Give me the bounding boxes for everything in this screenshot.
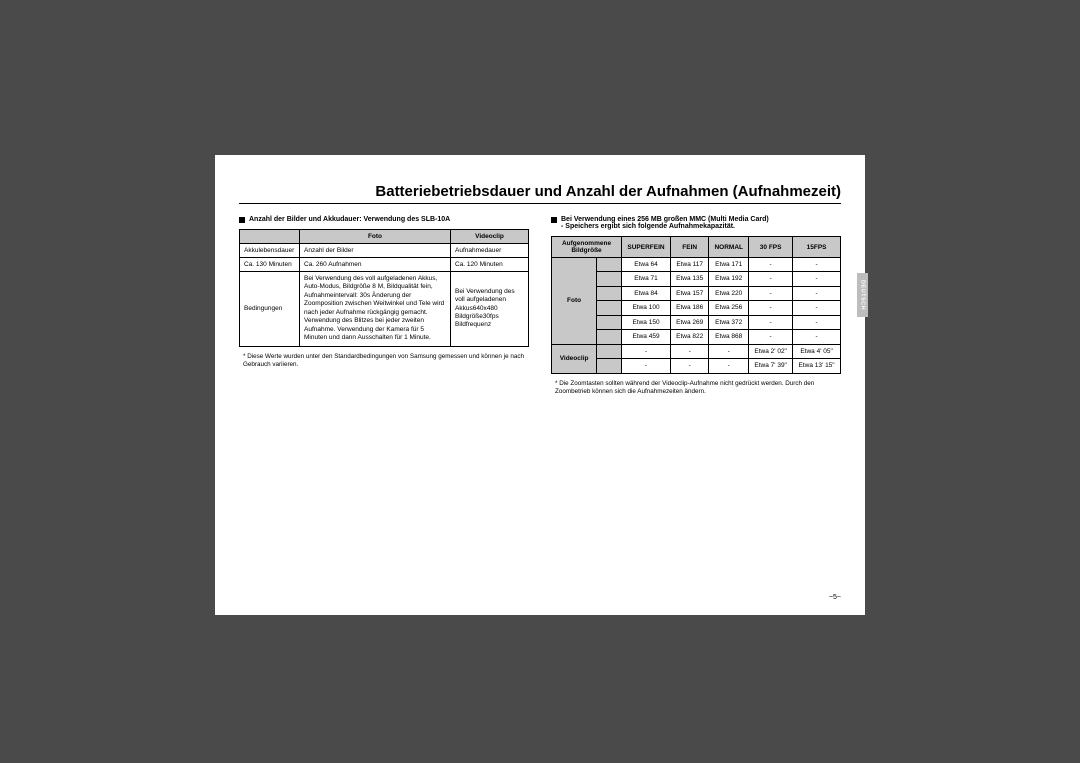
cell: - xyxy=(749,301,793,315)
cell: Ca. 260 Aufnahmen xyxy=(300,258,451,272)
th-video: Videoclip xyxy=(451,230,529,244)
cell: Etwa 459 xyxy=(622,330,671,344)
cell: Etwa 71 xyxy=(622,272,671,286)
bullet-icon xyxy=(551,217,557,223)
th-30fps: 30 FPS xyxy=(749,237,793,258)
cell: Etwa 4' 05" xyxy=(793,344,841,358)
cell: Etwa 135 xyxy=(671,272,709,286)
cell: Aufnahmedauer xyxy=(451,244,529,258)
content-columns: Anzahl der Bilder und Akkudauer: Verwend… xyxy=(239,216,841,396)
cell: Etwa 2' 02" xyxy=(749,344,793,358)
right-column: Bei Verwendung eines 256 MB großen MMC (… xyxy=(551,216,841,396)
cell: - xyxy=(749,315,793,329)
left-heading-text: Anzahl der Bilder und Akkudauer: Verwend… xyxy=(249,216,450,223)
manual-page: DEUTSCH Batteriebetriebsdauer und Anzahl… xyxy=(215,155,865,615)
language-tab: DEUTSCH xyxy=(857,273,868,317)
cell: Anzahl der Bilder xyxy=(300,244,451,258)
cell-conditions-foto: Bei Verwendung des voll aufgeladenen Akk… xyxy=(300,272,451,347)
cell: - xyxy=(793,272,841,286)
th-superfein: SUPERFEIN xyxy=(622,237,671,258)
cell: - xyxy=(749,258,793,272)
cell: Etwa 100 xyxy=(622,301,671,315)
cell: - xyxy=(793,301,841,315)
row-foto-label: Foto xyxy=(552,258,597,345)
cell: - xyxy=(671,344,709,358)
right-footnote: * Die Zoomtasten sollten während der Vid… xyxy=(551,380,841,396)
cell: Ca. 120 Minuten xyxy=(451,258,529,272)
cell: - xyxy=(709,359,749,373)
right-heading-text1: Bei Verwendung eines 256 MB großen MMC (… xyxy=(561,216,769,223)
cell: Ca. 130 Minuten xyxy=(240,258,300,272)
right-heading-l1: Bei Verwendung eines 256 MB großen MMC (… xyxy=(561,216,769,230)
cell: Etwa 84 xyxy=(622,286,671,300)
capacity-table: Aufgenommene Bildgröße SUPERFEIN FEIN NO… xyxy=(551,236,841,374)
cell: Etwa 13' 15" xyxy=(793,359,841,373)
bullet-icon xyxy=(239,217,245,223)
cell: - xyxy=(622,344,671,358)
cell: Etwa 868 xyxy=(709,330,749,344)
row-video-label: Videoclip xyxy=(552,344,597,373)
cell: - xyxy=(622,359,671,373)
page-number: ~5~ xyxy=(829,594,841,601)
cell: - xyxy=(793,330,841,344)
cell: - xyxy=(709,344,749,358)
cell: Etwa 220 xyxy=(709,286,749,300)
cell: Etwa 192 xyxy=(709,272,749,286)
cell: Etwa 117 xyxy=(671,258,709,272)
th-size: Aufgenommene Bildgröße xyxy=(552,237,622,258)
left-footnote: * Diese Werte wurden unter den Standardb… xyxy=(239,353,529,369)
cell: Etwa 157 xyxy=(671,286,709,300)
battery-table: Foto Videoclip Akkulebensdauer Anzahl de… xyxy=(239,229,529,347)
th-fein: FEIN xyxy=(671,237,709,258)
cell: - xyxy=(671,359,709,373)
page-title: Batteriebetriebsdauer und Anzahl der Auf… xyxy=(239,183,841,204)
cell: - xyxy=(793,315,841,329)
cell: - xyxy=(793,258,841,272)
cell-conditions-video: Bei Verwendung des voll aufgeladenen Akk… xyxy=(451,272,529,347)
cell: Etwa 372 xyxy=(709,315,749,329)
cell-conditions-label: Bedingungen xyxy=(240,272,300,347)
cell: Etwa 256 xyxy=(709,301,749,315)
cell: - xyxy=(749,286,793,300)
left-column: Anzahl der Bilder und Akkudauer: Verwend… xyxy=(239,216,529,396)
cell: Akkulebensdauer xyxy=(240,244,300,258)
th-15fps: 15FPS xyxy=(793,237,841,258)
cell: - xyxy=(749,330,793,344)
cell: Etwa 150 xyxy=(622,315,671,329)
th-foto: Foto xyxy=(300,230,451,244)
left-heading: Anzahl der Bilder und Akkudauer: Verwend… xyxy=(239,216,529,223)
cell: Etwa 171 xyxy=(709,258,749,272)
cell: Etwa 186 xyxy=(671,301,709,315)
cell: - xyxy=(749,272,793,286)
cell: - xyxy=(793,286,841,300)
right-heading-text2: - Speichers ergibt sich folgende Aufnahm… xyxy=(561,223,735,230)
cell: Etwa 269 xyxy=(671,315,709,329)
cell: Etwa 822 xyxy=(671,330,709,344)
cell: Etwa 64 xyxy=(622,258,671,272)
th-normal: NORMAL xyxy=(709,237,749,258)
cell: Etwa 7' 39" xyxy=(749,359,793,373)
right-heading: Bei Verwendung eines 256 MB großen MMC (… xyxy=(551,216,841,230)
